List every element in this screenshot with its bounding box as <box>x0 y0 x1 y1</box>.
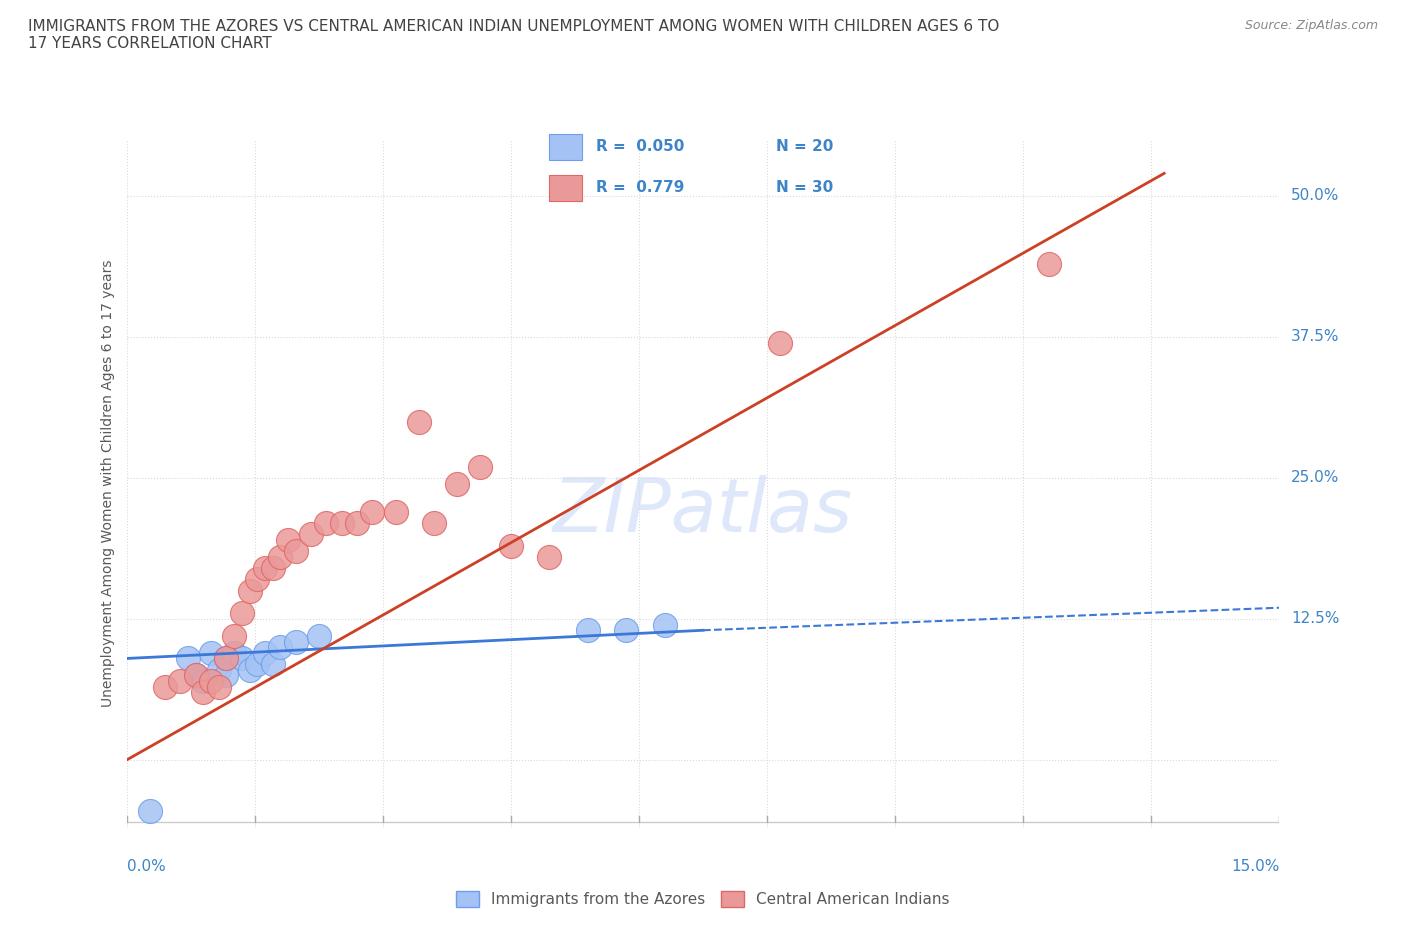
Point <box>408 414 430 429</box>
Point <box>1038 256 1060 271</box>
Point <box>269 640 291 655</box>
Point <box>215 651 238 666</box>
Point <box>153 679 176 694</box>
Point <box>499 538 522 553</box>
Point <box>262 561 284 576</box>
Text: R =  0.779: R = 0.779 <box>596 180 685 195</box>
Point <box>576 623 599 638</box>
Text: Source: ZipAtlas.com: Source: ZipAtlas.com <box>1244 19 1378 32</box>
Point <box>446 476 468 491</box>
Text: R =  0.050: R = 0.050 <box>596 140 685 154</box>
Point <box>231 651 253 666</box>
Point <box>193 684 215 699</box>
Point <box>423 515 446 530</box>
Point <box>231 606 253 621</box>
Point <box>330 515 353 530</box>
Point <box>253 645 276 660</box>
Point <box>384 504 406 519</box>
Point <box>277 533 299 548</box>
Point <box>224 629 246 644</box>
Point <box>315 515 337 530</box>
Text: 25.0%: 25.0% <box>1291 471 1340 485</box>
Point <box>224 645 246 660</box>
Text: ZIPatlas: ZIPatlas <box>553 475 853 547</box>
Point <box>538 550 561 565</box>
Point <box>361 504 384 519</box>
Text: 12.5%: 12.5% <box>1291 612 1340 627</box>
Point <box>346 515 368 530</box>
Point <box>769 335 792 350</box>
Point <box>238 662 260 677</box>
Point <box>184 668 207 683</box>
Text: N = 20: N = 20 <box>776 140 832 154</box>
Point <box>654 618 676 632</box>
Point <box>308 629 330 644</box>
Point <box>193 673 215 688</box>
Point <box>614 623 637 638</box>
Point <box>215 651 238 666</box>
Point <box>208 662 231 677</box>
Point <box>262 657 284 671</box>
Point <box>200 673 222 688</box>
Text: IMMIGRANTS FROM THE AZORES VS CENTRAL AMERICAN INDIAN UNEMPLOYMENT AMONG WOMEN W: IMMIGRANTS FROM THE AZORES VS CENTRAL AM… <box>52 483 125 484</box>
Point <box>215 668 238 683</box>
Point <box>169 673 191 688</box>
Point <box>238 583 260 598</box>
Text: N = 30: N = 30 <box>776 180 832 195</box>
Point <box>184 668 207 683</box>
Point <box>246 657 269 671</box>
Legend: Immigrants from the Azores, Central American Indians: Immigrants from the Azores, Central Amer… <box>450 884 956 913</box>
Point <box>138 804 160 818</box>
Text: 0.0%: 0.0% <box>127 858 166 873</box>
Point <box>284 544 307 559</box>
Point <box>177 651 200 666</box>
Point <box>253 561 276 576</box>
Text: 15.0%: 15.0% <box>1232 858 1279 873</box>
Point <box>269 550 291 565</box>
Point <box>284 634 307 649</box>
Text: 37.5%: 37.5% <box>1291 329 1340 344</box>
Text: 50.0%: 50.0% <box>1291 189 1340 204</box>
Point <box>200 645 222 660</box>
Bar <box>548 175 582 201</box>
Point <box>246 572 269 587</box>
Point <box>299 527 322 542</box>
Point <box>468 459 491 474</box>
Point <box>208 679 231 694</box>
Text: IMMIGRANTS FROM THE AZORES VS CENTRAL AMERICAN INDIAN UNEMPLOYMENT AMONG WOMEN W: IMMIGRANTS FROM THE AZORES VS CENTRAL AM… <box>28 19 1000 51</box>
Y-axis label: Unemployment Among Women with Children Ages 6 to 17 years: Unemployment Among Women with Children A… <box>101 259 115 708</box>
Bar <box>548 134 582 160</box>
